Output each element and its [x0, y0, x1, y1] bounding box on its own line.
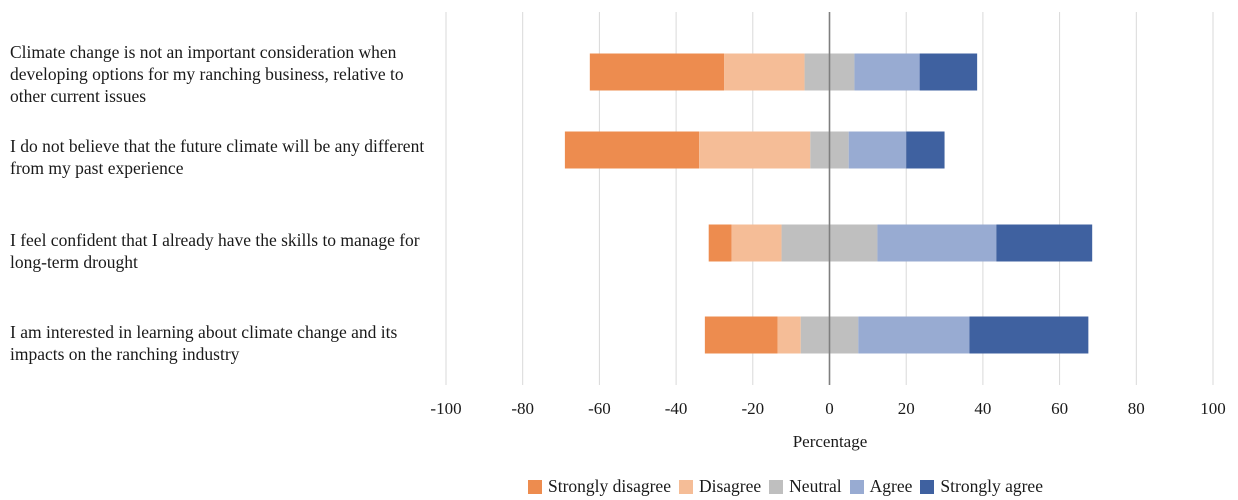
bar-agree-row-3	[858, 316, 970, 354]
legend-label-agree: Agree	[869, 476, 913, 496]
bar-strongly-disagree-row-2	[708, 224, 732, 262]
bar-agree-row-2	[877, 224, 997, 262]
category-label-3: I am interested in learning about climat…	[10, 322, 398, 364]
bar-strongly-disagree-row-3	[704, 316, 778, 354]
bar-disagree-row-0	[724, 53, 805, 91]
category-label-2: I feel confident that I already have the…	[10, 230, 420, 272]
bar-strongly-agree-row-2	[996, 224, 1093, 262]
legend-swatch-strongly-disagree	[528, 479, 542, 494]
x-tick-label: 100	[1200, 399, 1226, 418]
bar-disagree-row-2	[731, 224, 782, 262]
legend-item-neutral: Neutral	[769, 476, 842, 497]
bar-strongly-agree-row-0	[919, 53, 978, 91]
legend-label-strongly-agree: Strongly agree	[940, 476, 1043, 496]
category-label-0: Climate change is not an important consi…	[10, 42, 404, 106]
x-tick-label: 20	[898, 399, 915, 418]
bar-strongly-agree-row-1	[906, 131, 945, 169]
x-tick-label: -100	[430, 399, 461, 418]
legend-item-disagree: Disagree	[678, 476, 762, 497]
bar-disagree-row-1	[699, 131, 811, 169]
bar-agree-row-0	[854, 53, 920, 91]
legend-swatch-neutral	[769, 479, 784, 494]
bar-disagree-row-3	[777, 316, 801, 354]
x-tick-label: 60	[1051, 399, 1068, 418]
legend-label-strongly-disagree: Strongly disagree	[548, 476, 671, 496]
x-tick-label: 40	[974, 399, 991, 418]
legend-label-disagree: Disagree	[698, 476, 762, 496]
legend-swatch-disagree	[678, 479, 693, 494]
x-tick-label: 80	[1128, 399, 1145, 418]
legend-item-strongly-agree: Strongly agree	[920, 476, 1043, 497]
bar-strongly-agree-row-3	[969, 316, 1089, 354]
legend-label-neutral: Neutral	[789, 476, 842, 496]
x-tick-label: 0	[825, 399, 834, 418]
bar-agree-row-1	[848, 131, 907, 169]
legend: Strongly disagree Disagree Neutral Agree…	[528, 476, 1051, 497]
legend-item-agree: Agree	[849, 476, 913, 497]
bar-strongly-disagree-row-1	[564, 131, 700, 169]
x-tick-label: -80	[511, 399, 534, 418]
x-tick-label: -60	[588, 399, 611, 418]
category-label-1: I do not believe that the future climate…	[10, 136, 425, 178]
x-axis-title: Percentage	[793, 432, 868, 451]
legend-item-strongly-disagree: Strongly disagree	[528, 476, 671, 497]
legend-swatch-agree	[849, 479, 864, 494]
bar-strongly-disagree-row-0	[589, 53, 725, 91]
x-tick-label: -20	[741, 399, 764, 418]
legend-swatch-strongly-agree	[920, 479, 935, 494]
x-tick-label: -40	[665, 399, 688, 418]
